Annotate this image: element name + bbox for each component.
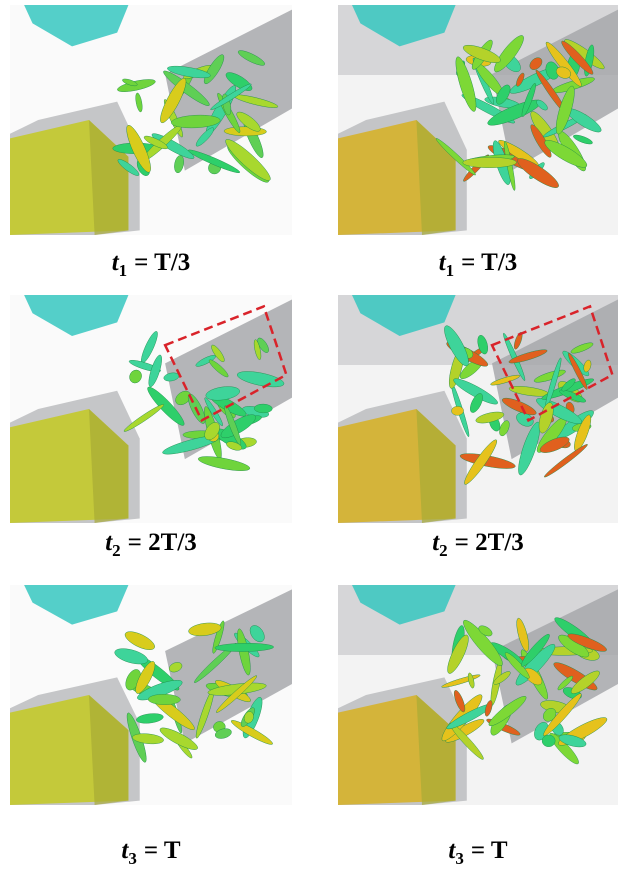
figure: t1= T/3t1= T/3t2= 2T/3t2= 2T/3t3= Tt3= T (0, 0, 623, 872)
panel-image (10, 585, 292, 805)
caption-subscript: 3 (128, 849, 137, 868)
caption-expression: = 2T/3 (128, 529, 197, 556)
caption-expression: = T (471, 837, 508, 864)
caption-subscript: 3 (455, 849, 464, 868)
vortex-tube (542, 735, 555, 747)
caption-subscript: 2 (112, 541, 121, 560)
caption-subscript: 1 (119, 261, 128, 280)
panel-image (10, 5, 292, 235)
panel-image (338, 5, 618, 235)
vortex-tube (451, 406, 463, 415)
vortex-tube (254, 404, 272, 413)
vortex-tube (463, 157, 517, 168)
caption-subscript: 1 (446, 261, 455, 280)
caption-expression: = 2T/3 (455, 529, 524, 556)
panel-image (10, 295, 292, 523)
caption-expression: = T/3 (134, 249, 190, 276)
caption-expression: = T/3 (461, 249, 517, 276)
panel-image (338, 585, 618, 805)
caption-subscript: 2 (439, 541, 448, 560)
caption-expression: = T (144, 837, 181, 864)
panel-image (338, 295, 618, 523)
